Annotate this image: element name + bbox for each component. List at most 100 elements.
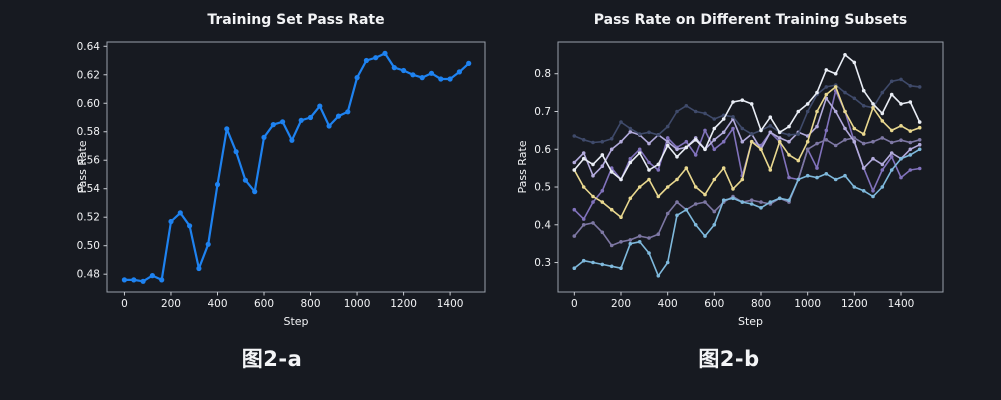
series-marker-training-pass-rate [335,113,342,119]
series-line-subset-slate [573,78,921,144]
series-marker-subset-white [861,88,866,93]
series-marker-subset-slate [628,126,633,131]
series-marker-training-pass-rate [354,75,360,81]
series-marker-subset-khaki [703,192,707,197]
series-marker-subset-slate [731,115,735,119]
series-marker-subset-skyblue [805,173,810,178]
series-marker-subset-khaki [843,109,847,114]
series-marker-subset-slate [889,79,894,84]
series-marker-subset-skyblue [572,266,577,271]
series-marker-training-pass-rate [187,223,193,229]
series-marker-subset-purple [572,207,577,212]
y-tick-label: 0.56 [77,155,101,167]
series-marker-training-pass-rate [252,189,258,195]
series-marker-subset-gray-purple [703,200,707,204]
series-marker-subset-white [684,145,689,150]
series-marker-subset-lavender [843,126,847,131]
series-marker-subset-lavender [908,147,913,152]
series-marker-subset-skyblue [843,173,847,178]
series-marker-subset-slate [600,139,605,144]
series-marker-subset-slate [637,132,642,136]
series-marker-subset-purple [703,128,707,133]
series-marker-subset-purple [684,139,689,144]
x-axis-label: Step [738,315,763,328]
series-marker-subset-lavender [740,139,745,144]
x-tick-label: 1400 [437,298,464,310]
x-tick-label: 0 [121,298,128,310]
x-tick-label: 1000 [794,298,821,310]
series-marker-subset-lavender [871,156,875,161]
series-marker-training-pass-rate [382,50,388,57]
series-line-subset-lavender [573,97,921,177]
series-marker-subset-gray-purple [749,198,754,202]
series-marker-subset-lavender [572,160,577,165]
series-marker-subset-gray-purple [815,141,819,146]
series-marker-subset-slate [908,84,913,88]
y-tick-label: 0.6 [534,144,551,156]
series-marker-subset-skyblue [908,153,913,157]
series-marker-training-pass-rate [140,278,146,284]
series-marker-training-pass-rate [205,241,211,247]
series-marker-subset-white [628,160,633,165]
series-marker-subset-khaki [591,194,595,199]
figure-2b: 0 200 400 600 800 1000 1200 1400 0.3 0.4 0.5 0.6 0.7… [500,0,1000,400]
series-marker-subset-white [796,109,801,114]
series-marker-training-pass-rate [419,75,425,81]
y-tick-label: 0.4 [534,219,551,231]
y-tick-label: 0.5 [534,182,551,194]
y-tick-label: 0.52 [77,212,100,224]
series-marker-subset-slate [740,126,745,131]
series-marker-subset-lavender [647,141,651,146]
series-marker-training-pass-rate [307,114,314,121]
series-marker-subset-lavender [591,173,595,178]
series-marker-training-pass-rate [168,218,174,225]
series-marker-subset-skyblue [740,200,745,204]
series-marker-subset-skyblue [684,207,689,212]
series-marker-subset-white [843,53,847,57]
series-marker-training-pass-rate [280,119,286,125]
series-marker-subset-skyblue [675,213,679,218]
series-marker-training-pass-rate [196,265,202,272]
series-marker-subset-purple [899,175,903,180]
series-marker-subset-skyblue [581,258,586,263]
series-marker-training-pass-rate [363,57,369,64]
series-marker-subset-white [721,117,726,121]
series-marker-subset-lavender [889,151,894,155]
series-marker-subset-khaki [805,139,810,144]
series-marker-subset-slate [684,104,689,108]
series-marker-subset-purple [712,147,717,152]
series-marker-subset-khaki [647,177,651,182]
series-marker-subset-white [600,153,605,157]
series-marker-subset-purple [871,189,875,193]
x-tick-label: 800 [301,298,321,310]
series-marker-subset-gray-purple [647,236,651,240]
series-marker-subset-purple [581,217,586,221]
series-marker-subset-lavender [619,139,623,144]
series-marker-subset-slate [768,124,773,128]
series-marker-subset-skyblue [899,156,903,161]
series-marker-subset-skyblue [861,189,866,193]
series-marker-subset-khaki [693,185,698,189]
x-tick-label: 200 [161,298,181,310]
series-marker-subset-lavender [721,130,726,135]
series-marker-subset-khaki [759,147,763,152]
series-marker-subset-white [768,115,773,119]
series-marker-subset-gray-purple [637,234,642,238]
y-tick-label: 0.64 [77,41,101,53]
series-marker-subset-gray-purple [917,138,922,142]
series-line-subset-gray-purple [573,137,921,247]
series-marker-subset-slate [665,124,670,129]
y-tick-label: 0.50 [77,240,100,252]
series-marker-training-pass-rate [121,277,127,283]
x-tick-label: 400 [658,298,678,310]
x-tick-label: 0 [571,298,578,310]
series-marker-training-pass-rate [373,55,379,61]
series-marker-subset-gray-purple [581,223,586,227]
series-marker-subset-white [899,102,903,106]
chart-title: Training Set Pass Rate [207,12,384,28]
series-marker-subset-gray-purple [609,243,614,248]
series-marker-subset-white [581,156,586,161]
series-marker-subset-purple [824,128,829,133]
series-marker-subset-skyblue [693,223,698,227]
